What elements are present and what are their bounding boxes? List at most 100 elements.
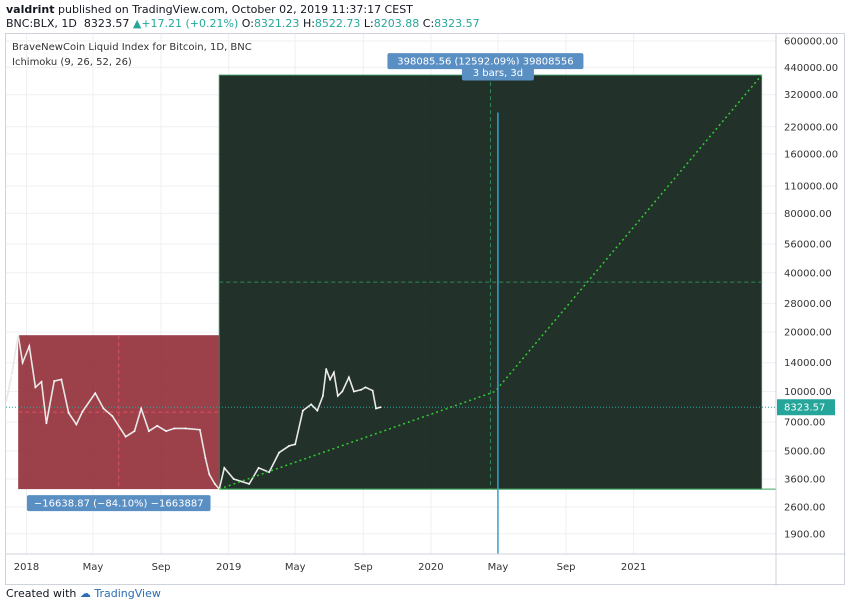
price-point — [268, 471, 271, 474]
price-point — [75, 423, 78, 426]
price-point — [45, 422, 48, 425]
price-point — [184, 427, 187, 430]
drop-measure-label: −16638.87 (−84.10%) −1663887 — [34, 499, 204, 510]
x-tick-label: 2020 — [418, 562, 443, 573]
high-value: 8522.73 — [314, 17, 361, 30]
rise-measure-label-bg — [387, 53, 584, 70]
price-point — [28, 345, 31, 347]
price-point — [329, 378, 331, 381]
price-point — [165, 430, 167, 432]
author-name[interactable]: valdrint — [6, 3, 55, 16]
price-point — [21, 361, 24, 364]
price-point — [302, 409, 304, 412]
price-point — [232, 478, 235, 480]
price-point — [124, 435, 127, 438]
x-tick-label: May — [488, 562, 509, 573]
publish-text: published on TradingView.com, October 02… — [54, 3, 413, 16]
bars-marker-label-bg — [461, 64, 534, 81]
y-tick-label: 10000.00 — [784, 387, 832, 398]
x-tick-label: 2021 — [621, 562, 646, 573]
price-point — [208, 473, 211, 476]
y-tick-label: 56000.00 — [784, 239, 832, 250]
last-price-value: 8323.57 — [83, 17, 130, 30]
price-point — [94, 392, 97, 395]
last-price-tag-bg — [777, 399, 835, 416]
price-point — [325, 368, 328, 370]
y-tick-label: 600000.00 — [784, 36, 838, 47]
open-value: 8321.23 — [253, 17, 300, 30]
price-point — [40, 380, 43, 383]
change-icon: ▲ — [132, 17, 142, 30]
price-point — [81, 410, 84, 413]
price-point — [6, 401, 7, 404]
price-point — [53, 380, 56, 382]
price-point — [257, 466, 260, 469]
price-point — [364, 386, 367, 389]
price-point — [223, 466, 226, 469]
drop-measure-label-bg — [26, 495, 211, 512]
open-label: O: — [241, 17, 254, 30]
price-point — [204, 457, 207, 459]
price-chart[interactable]: 398085.56 (12592.09%) 39808556 −16638.87 … — [6, 34, 846, 586]
indicator-label: Ichimoku (9, 26, 52, 26) — [12, 57, 132, 68]
price-point — [133, 430, 136, 432]
price-point — [294, 443, 297, 446]
price-point — [140, 407, 143, 410]
price-point — [173, 427, 176, 430]
low-label: L: — [363, 17, 374, 30]
price-point — [336, 395, 339, 397]
price-point — [148, 430, 150, 432]
y-tick-label: 440000.00 — [784, 63, 838, 74]
y-tick-label: 80000.00 — [784, 209, 832, 220]
price-point — [341, 390, 344, 393]
price-point — [111, 415, 114, 418]
price-point — [248, 483, 251, 485]
price-point — [198, 428, 201, 431]
y-tick-label: 2600.00 — [784, 502, 825, 513]
y-tick-label: 320000.00 — [784, 90, 838, 101]
price-point — [371, 389, 374, 392]
price-point — [34, 386, 37, 389]
tradingview-logo-icon: ☁ — [79, 587, 91, 600]
x-tick-label: Sep — [557, 562, 576, 573]
price-point — [316, 409, 319, 412]
price-point — [379, 406, 382, 409]
created-with-text: Created with — [6, 587, 77, 600]
bars-marker-label: 3 bars, 3d — [473, 68, 523, 79]
y-tick-label: 14000.00 — [784, 358, 832, 369]
y-tick-label: 28000.00 — [784, 299, 832, 310]
price-point — [278, 451, 281, 454]
x-tick-label: May — [83, 562, 104, 573]
price-point — [347, 376, 350, 379]
y-tick-label: 7000.00 — [784, 418, 825, 429]
price-point — [288, 444, 290, 447]
rise-measure-label: 398085.56 (12592.09%) 39808556 — [397, 57, 573, 68]
price-point — [67, 411, 70, 414]
close-label: C: — [422, 17, 435, 30]
footer: Created with ☁ TradingView — [6, 587, 161, 600]
price-point — [352, 390, 355, 393]
chart-container[interactable]: 398085.56 (12592.09%) 39808556 −16638.87 … — [5, 33, 846, 586]
symbol-name: BNC:BLX, 1D — [6, 17, 77, 30]
y-tick-label: 160000.00 — [784, 150, 838, 161]
y-tick-label: 110000.00 — [784, 182, 838, 193]
tradingview-link[interactable]: TradingView — [94, 587, 161, 600]
publish-info: valdrint published on TradingView.com, O… — [6, 3, 413, 16]
x-tick-label: Sep — [354, 562, 373, 573]
price-point — [213, 483, 216, 485]
y-tick-label: 220000.00 — [784, 122, 838, 133]
y-tick-label: 1900.00 — [784, 529, 825, 540]
last-price-tag: 8323.57 — [784, 403, 825, 414]
x-tick-label: 2018 — [14, 562, 39, 573]
high-label: H: — [302, 17, 315, 30]
x-tick-label: May — [285, 562, 306, 573]
price-point — [10, 375, 13, 377]
price-point — [321, 395, 324, 397]
symbol-bar: BNC:BLX, 1D 8323.57 ▲+17.21 (+0.21%) O:8… — [6, 17, 480, 30]
low-value: 8203.88 — [373, 17, 420, 30]
y-tick-label: 3600.00 — [784, 475, 825, 486]
y-tick-label: 20000.00 — [784, 328, 832, 339]
chart-title: BraveNewCoin Liquid Index for Bitcoin, 1… — [12, 42, 252, 53]
price-point — [156, 424, 159, 427]
price-point — [310, 403, 313, 406]
